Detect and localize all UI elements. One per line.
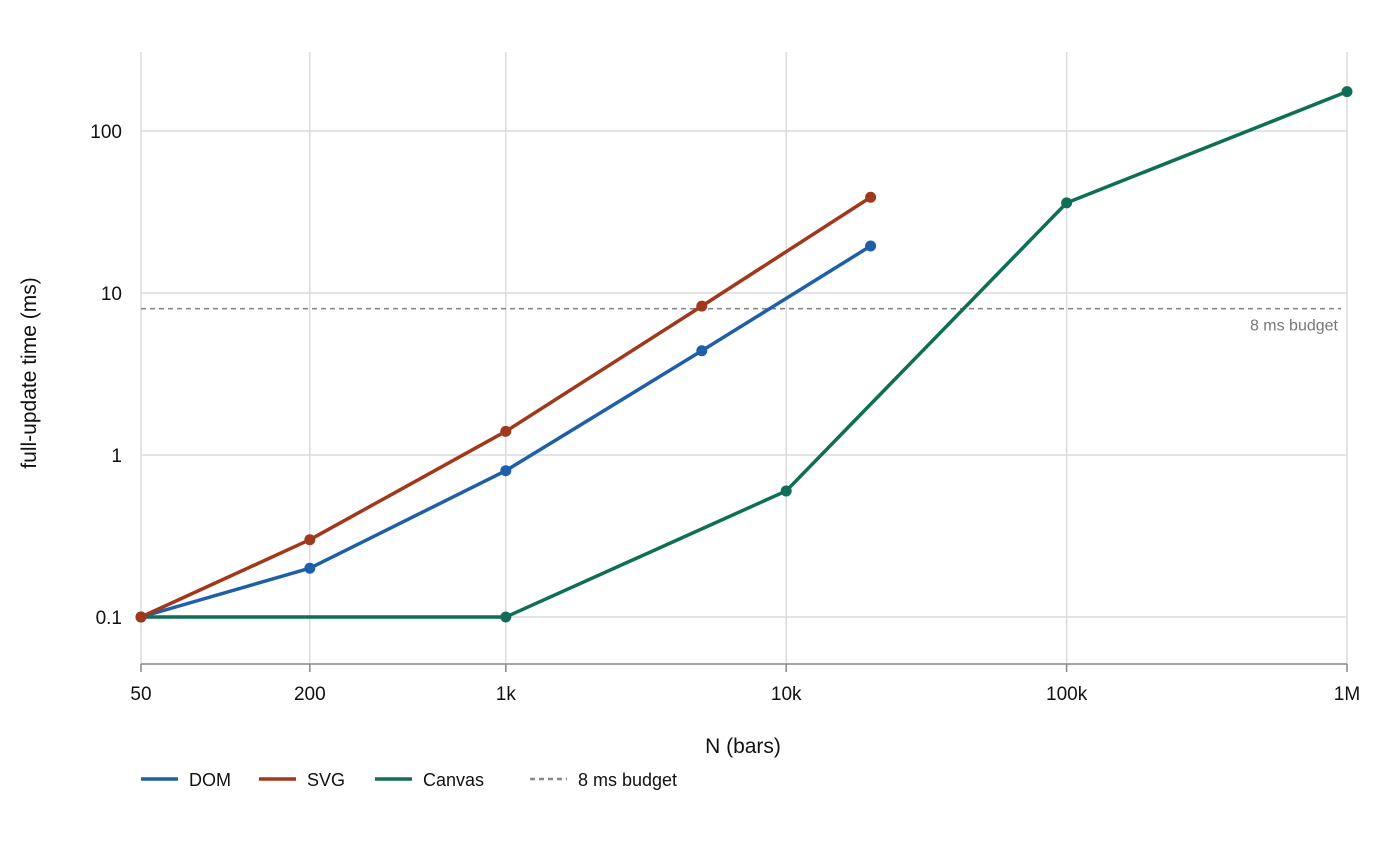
data-point-canvas [780,485,792,497]
data-point-svg [304,534,316,546]
grid [140,52,1348,664]
legend-item: Canvas [375,770,484,790]
x-tick-label: 100k [1046,684,1088,705]
axes: 50 200 1k 10k 100k 1M 0.1 1 10 100 [90,122,1360,705]
data-point-svg [500,425,512,437]
data-point-canvas [500,611,512,623]
data-point-dom [304,562,316,574]
legend-label: Canvas [423,770,484,790]
y-axis-title: full-update time (ms) [18,277,41,468]
legend-label: DOM [189,770,231,790]
legend-item: SVG [259,770,345,790]
legend-item: 8 ms budget [530,770,677,790]
legend-item: DOM [141,770,231,790]
series-line-canvas [139,89,1349,619]
data-point-dom [865,240,877,252]
x-tick-label: 1M [1334,684,1360,705]
y-tick-label: 1 [111,446,122,467]
series-svg [135,191,877,623]
data-point-dom [696,345,708,357]
data-point-svg [696,300,708,312]
x-tick-label: 50 [130,684,151,705]
x-axis-title: N (bars) [705,735,781,758]
budget-reference-line: 8 ms budget [141,307,1341,335]
legend: DOM SVG Canvas 8 ms budget [141,770,677,790]
data-point-dom [500,465,512,477]
legend-label: SVG [307,770,345,790]
legend-label: 8 ms budget [578,770,677,790]
data-point-svg [135,611,147,623]
series-canvas [135,86,1353,623]
x-tick-label: 1k [496,684,517,705]
x-tick-label: 200 [294,684,326,705]
y-tick-label: 0.1 [96,608,122,629]
y-tick-label: 100 [90,122,122,143]
y-tick-label: 10 [101,284,122,305]
data-point-canvas [1061,197,1073,209]
budget-line-label: 8 ms budget [1250,318,1339,335]
data-point-svg [865,191,877,203]
data-point-canvas [1341,86,1353,98]
x-tick-label: 10k [771,684,802,705]
series-layer [135,86,1353,623]
